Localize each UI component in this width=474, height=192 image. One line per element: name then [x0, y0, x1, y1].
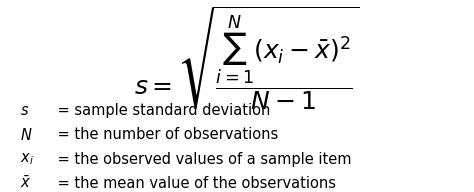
Text: $x_i$: $x_i$: [20, 151, 34, 167]
Text: $s = \sqrt{\dfrac{\sum_{i=1}^{N}(x_i - \bar{x})^2}{N - 1}}$: $s = \sqrt{\dfrac{\sum_{i=1}^{N}(x_i - \…: [134, 4, 359, 112]
Text: = the observed values of a sample item: = the observed values of a sample item: [53, 152, 352, 167]
Text: $N$: $N$: [20, 127, 33, 143]
Text: = the number of observations: = the number of observations: [53, 127, 278, 142]
Text: = sample standard deviation: = sample standard deviation: [53, 103, 271, 118]
Text: $s$: $s$: [20, 104, 29, 118]
Text: $\bar{x}$: $\bar{x}$: [20, 175, 31, 191]
Text: = the mean value of the observations: = the mean value of the observations: [53, 176, 336, 191]
